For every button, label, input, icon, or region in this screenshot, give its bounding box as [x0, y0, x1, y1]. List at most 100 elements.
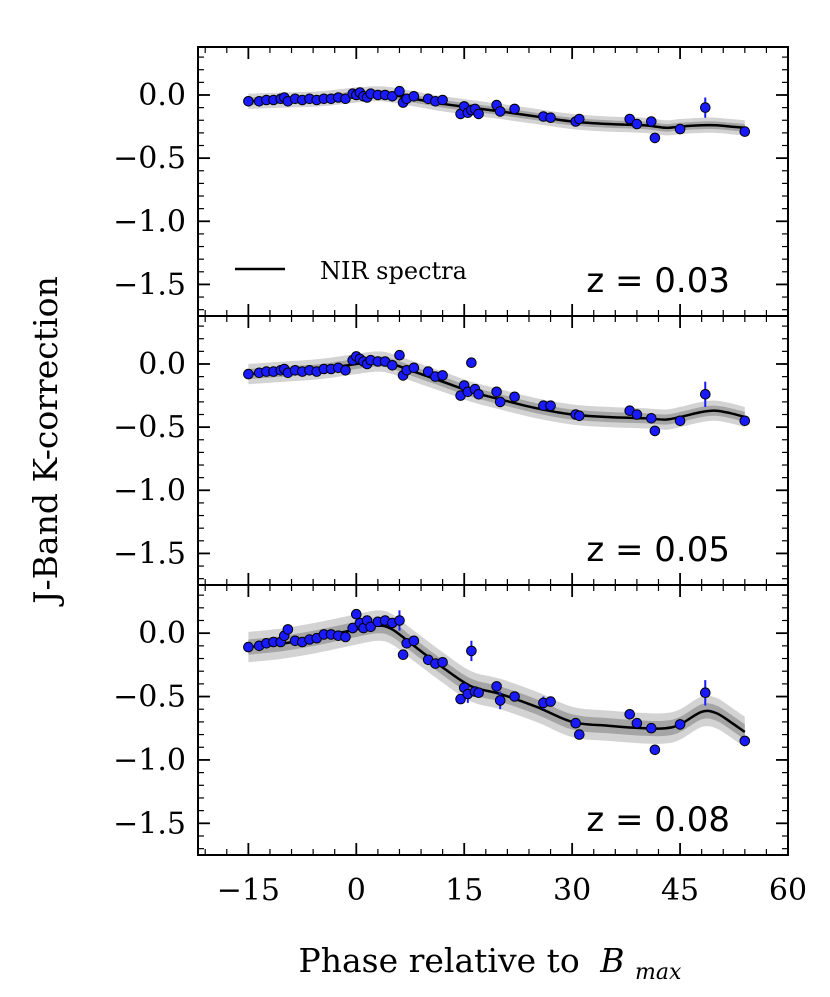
data-point: [631, 118, 643, 130]
data-point: [631, 409, 643, 420]
x-tick-label: 0: [347, 873, 366, 908]
data-point: [674, 719, 686, 730]
data-point: [437, 370, 448, 381]
data-point: [365, 621, 377, 633]
y-tick-label: −1.0: [113, 743, 186, 778]
redshift-annotation: z = 0.03: [586, 261, 730, 301]
data-point: [574, 729, 585, 740]
data-point: [700, 389, 711, 400]
x-axis-label-math: B: [599, 941, 624, 980]
y-tick-label: −1.0: [113, 204, 186, 239]
band-outer: [248, 610, 745, 748]
data-point: [570, 717, 582, 729]
x-axis-ticks: −15 0 15 30 45 60: [217, 873, 807, 908]
data-point: [649, 425, 661, 437]
legend: NIR spectra: [235, 257, 467, 285]
x-axis-label-subscript: max: [635, 960, 682, 985]
data-point: [494, 396, 506, 408]
data-point: [545, 112, 556, 123]
y-tick-label: −1.5: [113, 536, 186, 571]
data-point: [545, 696, 556, 707]
y-tick-label: −0.5: [113, 141, 186, 176]
data-point: [509, 391, 520, 403]
panel-middle: 0.0 −0.5 −1.0 −1.5 z = 0.05: [113, 315, 789, 586]
data-point: [509, 103, 520, 115]
data-point: [455, 693, 466, 705]
x-tick-label: −15: [217, 873, 280, 908]
y-tick-label: −0.5: [113, 410, 186, 445]
redshift-annotation: z = 0.08: [586, 800, 730, 840]
data-point: [397, 649, 409, 661]
data-point: [282, 624, 294, 635]
data-point: [574, 410, 585, 422]
data-point: [473, 108, 484, 120]
data-point: [646, 116, 657, 127]
data-point: [340, 365, 351, 376]
data-point: [700, 102, 711, 113]
y-axis-label: J-Band K-correction: [26, 276, 65, 606]
data-point: [700, 687, 711, 699]
data-point: [491, 681, 502, 692]
x-axis-label-text: Phase relative to: [299, 941, 580, 980]
data-point: [466, 357, 477, 369]
data-point: [473, 389, 484, 400]
y-tick-label: 0.0: [138, 78, 186, 113]
band-inner: [248, 356, 745, 425]
data-point: [243, 368, 254, 380]
data-point: [674, 123, 686, 135]
data-point: [466, 645, 477, 657]
x-tick-label: 60: [769, 873, 807, 908]
data-point: [387, 360, 398, 371]
y-tick-label: −1.5: [113, 806, 186, 841]
data-point: [473, 687, 484, 699]
panel-top: 0.0 −0.5 −1.0 −1.5 z = 0.03: [113, 46, 789, 317]
data-point: [494, 695, 506, 706]
data-point: [574, 113, 585, 125]
x-tick-label: 15: [445, 873, 483, 908]
y-tick-label: −1.0: [113, 473, 186, 508]
y-tick-label: −0.5: [113, 680, 186, 715]
data-point: [437, 94, 448, 106]
data-point: [408, 635, 420, 647]
data-point: [437, 657, 448, 668]
data-point: [340, 93, 351, 105]
data-point: [408, 362, 420, 374]
data-point: [545, 400, 556, 412]
data-point: [646, 413, 657, 424]
x-tick-label: 45: [661, 873, 699, 908]
data-point: [631, 717, 643, 729]
data-point: [394, 85, 405, 97]
data-point: [491, 386, 502, 398]
data-point: [646, 722, 657, 734]
data-point: [347, 622, 359, 634]
legend-label: NIR spectra: [320, 257, 467, 285]
data-point: [739, 735, 751, 747]
panel-frame: [197, 584, 789, 856]
data-point: [624, 709, 636, 720]
data-point: [649, 132, 661, 144]
data-point: [340, 631, 351, 643]
data-point: [509, 691, 520, 702]
panel-bottom: 0.0 −0.5 −1.0 −1.5 z = 0.08: [113, 584, 789, 856]
y-tick-label: 0.0: [138, 347, 186, 382]
data-point: [408, 91, 420, 102]
data-point: [739, 415, 751, 427]
data-point: [243, 96, 254, 107]
data-point: [387, 91, 398, 102]
data-point: [624, 113, 636, 125]
y-tick-label: −1.5: [113, 267, 186, 302]
data-point: [674, 415, 686, 427]
x-axis-label: Phase relative to B max: [299, 941, 682, 985]
y-tick-label: 0.0: [138, 616, 186, 651]
data-point: [351, 608, 362, 620]
data-point: [394, 349, 405, 361]
data-point: [739, 126, 751, 137]
redshift-annotation: z = 0.05: [586, 530, 730, 570]
data-point: [422, 366, 434, 377]
data-point: [649, 744, 661, 756]
data-point: [243, 641, 254, 653]
data-point: [394, 615, 405, 626]
x-tick-label: 30: [553, 873, 591, 908]
data-point: [494, 106, 506, 117]
